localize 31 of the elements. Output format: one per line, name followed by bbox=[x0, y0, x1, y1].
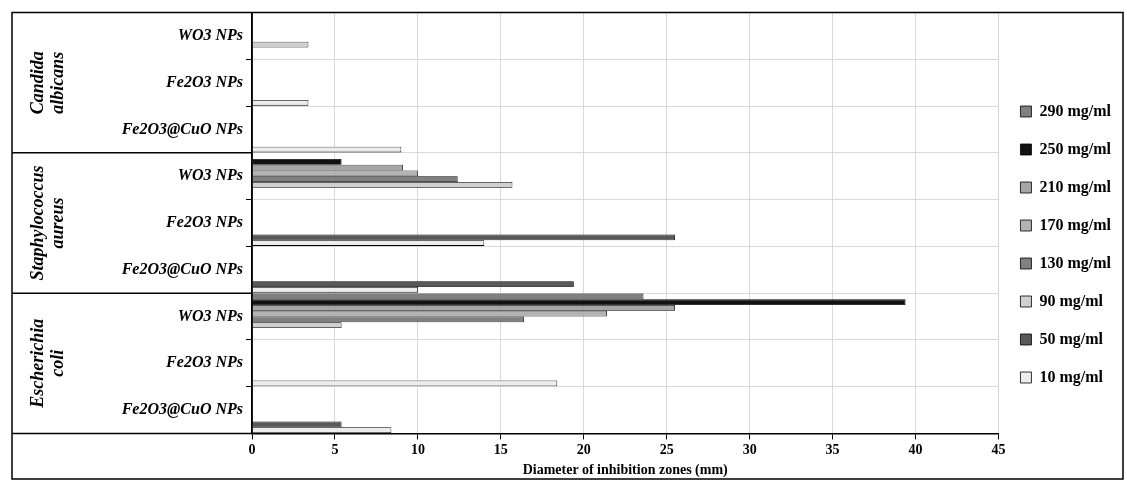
x-tick-label: 15 bbox=[493, 442, 508, 458]
text: Staphylococcus aureus bbox=[26, 165, 67, 281]
x-tick-label: 5 bbox=[331, 442, 339, 458]
x-axis-title: Diameter of inhibition zones (mm) bbox=[522, 462, 729, 479]
y-tick-label: WO3 NPs bbox=[177, 26, 243, 44]
legend-label: 10 mg/ml bbox=[1039, 367, 1104, 386]
x-tick-label: 25 bbox=[659, 442, 674, 458]
x-tick-label: 30 bbox=[742, 442, 757, 458]
legend-label: 130 mg/ml bbox=[1039, 253, 1112, 272]
legend-label: 210 mg/ml bbox=[1039, 177, 1112, 196]
y-tick-label: Fe2O3 NPs bbox=[165, 353, 243, 371]
y-tick-label: WO3 NPs bbox=[177, 166, 243, 184]
legend-label: 250 mg/ml bbox=[1039, 139, 1112, 158]
x-tick-label: 10 bbox=[410, 442, 425, 458]
y-tick-label: Fe2O3@CuO NPs bbox=[120, 400, 243, 419]
legend-label: 170 mg/ml bbox=[1039, 215, 1112, 234]
text: Candida albicans bbox=[26, 51, 67, 115]
legend-label: 290 mg/ml bbox=[1039, 101, 1112, 120]
legend-label: 90 mg/ml bbox=[1039, 291, 1104, 310]
x-tick-label: 45 bbox=[991, 442, 1006, 458]
x-tick-label: 35 bbox=[825, 442, 840, 458]
x-tick-label: 40 bbox=[908, 442, 923, 458]
x-tick-label: 0 bbox=[248, 442, 256, 458]
text: Escherichia coli bbox=[26, 318, 67, 409]
legend-label: 50 mg/ml bbox=[1039, 329, 1104, 348]
y-tick-label: Fe2O3@CuO NPs bbox=[120, 259, 243, 278]
y-tick-label: Fe2O3@CuO NPs bbox=[120, 119, 243, 138]
x-tick-label: 20 bbox=[576, 442, 591, 458]
y-tick-label: Fe2O3 NPs bbox=[165, 213, 243, 231]
y-tick-label: WO3 NPs bbox=[177, 306, 243, 324]
y-tick-label: Fe2O3 NPs bbox=[165, 72, 243, 90]
